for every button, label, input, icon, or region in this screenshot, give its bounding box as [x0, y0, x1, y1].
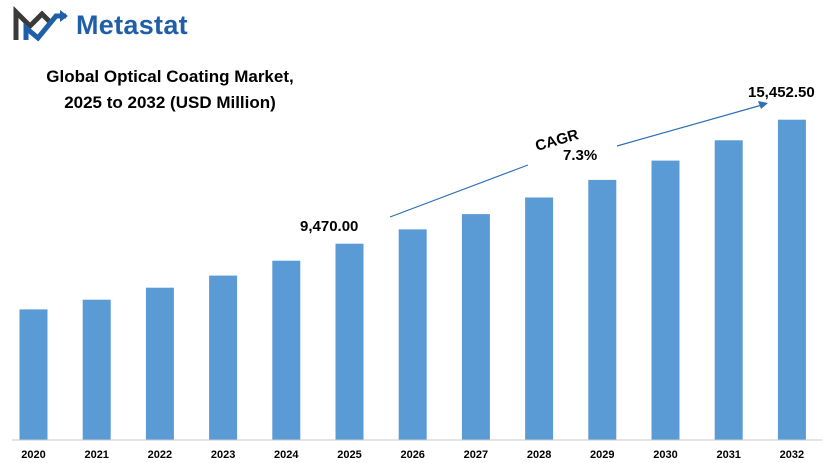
- bar-2023: [209, 275, 238, 440]
- x-tick-label-2022: 2022: [148, 449, 172, 461]
- bars-group: [19, 119, 806, 441]
- bar-2032: [777, 119, 806, 440]
- chart-title-line-2: 2025 to 2032 (USD Million): [64, 93, 276, 112]
- x-tick-label-2021: 2021: [84, 449, 108, 461]
- chart-title: Global Optical Coating Market, 2025 to 2…: [10, 64, 330, 116]
- cagr-arrow-line-2: [616, 104, 763, 147]
- x-tick-label-2024: 2024: [274, 449, 299, 461]
- bar-2022: [145, 287, 174, 440]
- end-value-label: 15,452.50: [748, 84, 815, 101]
- x-tick-labels: 2020 2021 2022 2023 2024 2025 2026 2027 2028 2029…: [21, 449, 804, 461]
- cagr-arrow-head: [758, 101, 768, 109]
- x-tick-label-2023: 2023: [211, 449, 235, 461]
- bar-2030: [651, 160, 680, 440]
- cagr-value-label: 7.3%: [563, 147, 597, 164]
- chart-title-line-1: Global Optical Coating Market,: [46, 67, 294, 86]
- start-value-label: 9,470.00: [300, 218, 358, 235]
- x-tick-label-2029: 2029: [590, 449, 614, 461]
- x-tick-label-2031: 2031: [716, 449, 740, 461]
- brand-name: Metastat: [76, 9, 188, 40]
- brand-logo: Metastat: [12, 5, 188, 45]
- bar-2025: [335, 243, 364, 440]
- x-tick-label-2028: 2028: [527, 449, 551, 461]
- x-tick-label-2025: 2025: [337, 449, 361, 461]
- bar-2026: [398, 229, 427, 440]
- x-tick-label-2032: 2032: [780, 449, 804, 461]
- metastat-logo-icon: [13, 6, 68, 42]
- bar-2028: [525, 197, 554, 440]
- bar-2021: [82, 299, 111, 440]
- x-tick-label-2030: 2030: [653, 449, 677, 461]
- bar-2029: [588, 179, 617, 440]
- x-tick-label-2020: 2020: [21, 449, 45, 461]
- x-tick-label-2026: 2026: [400, 449, 424, 461]
- bar-2031: [714, 140, 743, 441]
- x-tick-label-2027: 2027: [464, 449, 488, 461]
- bar-2027: [461, 214, 490, 440]
- cagr-arrow-line-1: [389, 164, 529, 218]
- bar-2020: [19, 309, 48, 440]
- bar-2024: [272, 260, 301, 440]
- annotations: 9,470.00 15,452.50 CAGR 7.3%: [300, 84, 815, 235]
